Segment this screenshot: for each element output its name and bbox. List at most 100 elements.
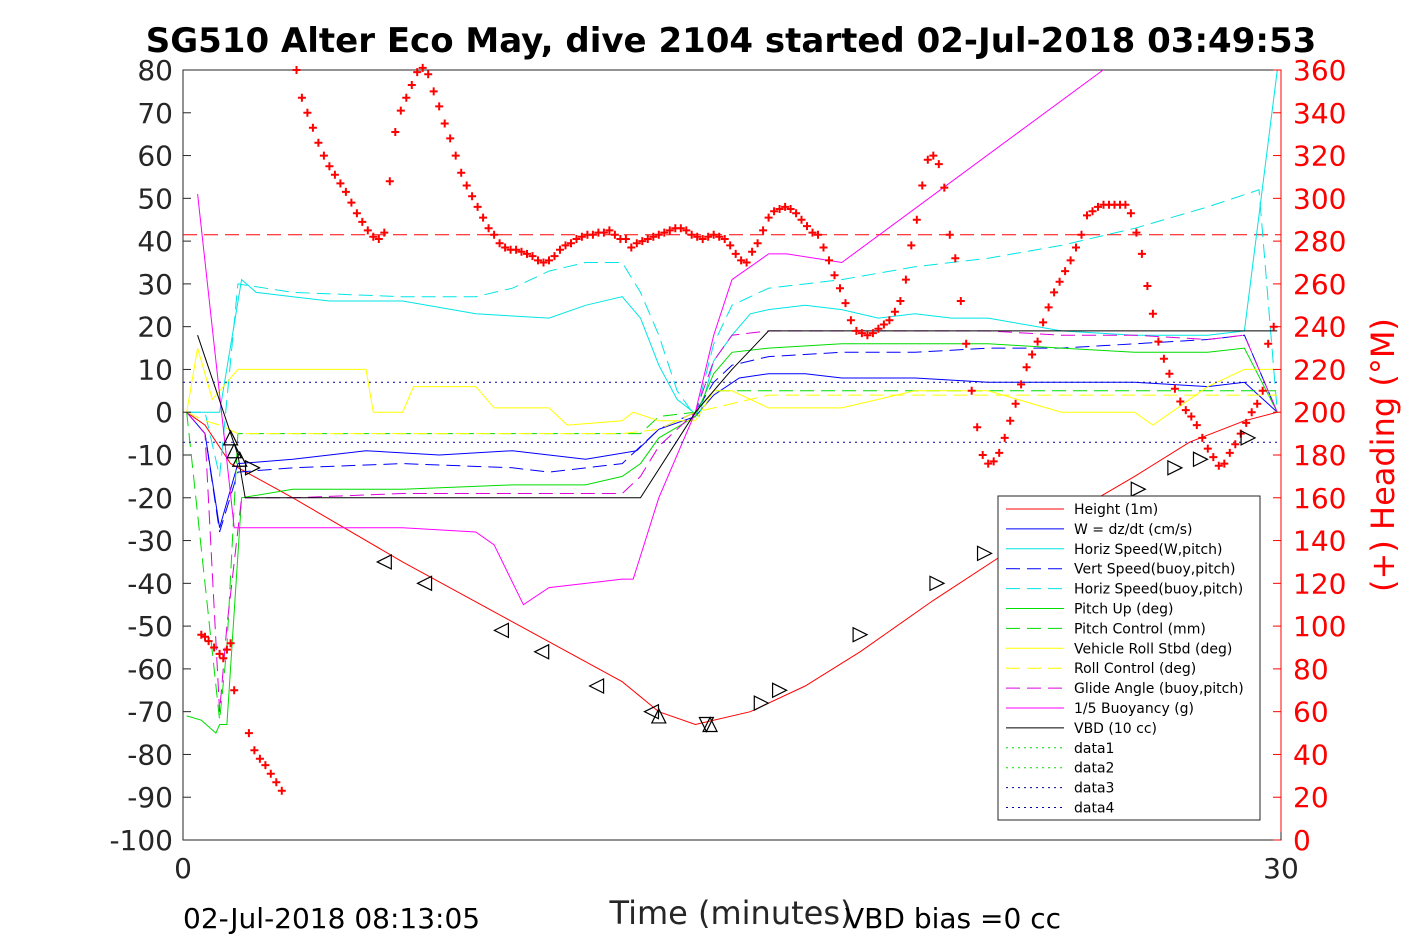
- heading-point: [1121, 200, 1130, 209]
- right-y-axis-label: (+) Heading (°M): [1364, 318, 1402, 592]
- legend: Height (1m) W = dz/dt (cm/s) Horiz Speed(W…: [997, 495, 1261, 821]
- heading-point: [490, 230, 499, 239]
- series-line-10: [197, 69, 1104, 606]
- heading-point: [649, 232, 658, 241]
- heading-point: [863, 331, 872, 340]
- heading-point: [1242, 418, 1251, 427]
- left-tick-label: 0: [155, 396, 173, 429]
- heading-point: [934, 160, 943, 169]
- left-tick-label: -20: [127, 482, 173, 515]
- heading-point: [610, 230, 619, 239]
- heading-point: [956, 297, 965, 305]
- heading-point: [435, 102, 444, 111]
- heading-point: [517, 247, 526, 256]
- left-tick-label: -10: [127, 439, 173, 472]
- x-tick-label: 0: [174, 852, 192, 885]
- right-tick-label: 360: [1293, 54, 1346, 87]
- triangle-marker: [643, 703, 660, 720]
- heading-point: [770, 207, 779, 216]
- heading-point: [885, 316, 894, 325]
- heading-point: [534, 256, 542, 265]
- heading-point: [325, 162, 334, 171]
- heading-point: [737, 256, 746, 265]
- heading-point: [874, 324, 883, 333]
- left-tick-label: -40: [127, 567, 173, 600]
- heading-point: [451, 151, 460, 160]
- heading-point: [385, 177, 394, 186]
- heading-point: [967, 386, 976, 395]
- heading-point: [830, 271, 839, 280]
- heading-point: [654, 230, 663, 239]
- heading-point: [1126, 209, 1135, 218]
- chart-title: SG510 Alter Eco May, dive 2104 started 0…: [146, 21, 1317, 61]
- heading-point: [792, 209, 801, 218]
- right-tick-label: 100: [1293, 610, 1346, 643]
- heading-point: [523, 249, 531, 258]
- legend-label: Horiz Speed(buoy,pitch): [1074, 582, 1243, 598]
- legend-label: data3: [1074, 781, 1114, 797]
- triangle-marker: [1167, 459, 1184, 476]
- heading-point: [244, 729, 253, 738]
- legend-label: 1/5 Buoyancy (g): [1074, 701, 1194, 717]
- triangle-marker: [852, 626, 869, 643]
- left-tick-label: 60: [137, 140, 173, 173]
- heading-point: [781, 202, 790, 211]
- right-tick-label: 120: [1293, 567, 1346, 600]
- heading-point: [995, 448, 1004, 457]
- heading-point: [1231, 440, 1240, 449]
- heading-point: [1072, 243, 1080, 252]
- right-tick-label: 280: [1293, 225, 1346, 258]
- heading-point: [588, 230, 597, 239]
- heading-point: [336, 179, 345, 188]
- heading-point: [715, 232, 724, 241]
- heading-point: [1225, 448, 1234, 457]
- left-tick-label: 70: [137, 97, 173, 130]
- left-tick-label: -80: [127, 738, 173, 771]
- footer-timestamp: 02-Jul-2018 08:13:05: [183, 902, 480, 935]
- triangle-marker: [1192, 451, 1209, 468]
- triangle-marker: [1130, 481, 1147, 498]
- heading-point: [753, 239, 762, 248]
- heading-point: [201, 632, 209, 641]
- heading-point: [1192, 421, 1201, 430]
- heading-point: [1187, 412, 1196, 421]
- heading-point: [429, 87, 438, 96]
- right-y-axis: 3603403203002802602402202001801601401201…: [1273, 54, 1346, 857]
- heading-point: [341, 187, 350, 196]
- heading-point: [808, 228, 817, 237]
- heading-point: [369, 232, 378, 241]
- left-tick-label: 80: [137, 54, 173, 87]
- left-tick-label: 50: [137, 182, 173, 215]
- heading-point: [836, 284, 844, 293]
- heading-point: [255, 754, 264, 763]
- heading-point: [374, 235, 383, 243]
- left-tick-label: 10: [137, 353, 173, 386]
- right-tick-label: 180: [1293, 439, 1346, 472]
- heading-point: [1022, 363, 1031, 372]
- heading-point: [605, 226, 614, 235]
- heading-point: [665, 226, 674, 235]
- heading-point: [989, 457, 998, 466]
- x-tick-label: 30: [1263, 852, 1299, 885]
- heading-point: [682, 226, 691, 235]
- heading-point: [973, 423, 982, 432]
- heading-point: [951, 254, 960, 263]
- heading-point: [561, 241, 570, 250]
- heading-point: [726, 241, 735, 250]
- heading-point: [1203, 444, 1212, 453]
- heading-point: [709, 230, 718, 239]
- heading-point: [1198, 433, 1207, 442]
- triangle-marker: [702, 716, 719, 733]
- series-group: [183, 69, 1281, 734]
- heading-point: [731, 249, 740, 258]
- heading-point: [945, 230, 954, 239]
- triangle-marker: [416, 575, 433, 592]
- heading-point: [330, 170, 339, 179]
- triangle-marker: [533, 643, 550, 660]
- heading-point: [764, 213, 773, 222]
- heading-point: [292, 66, 301, 74]
- heading-point: [380, 228, 389, 237]
- series-line-11: [197, 330, 1278, 499]
- heading-point: [577, 232, 586, 241]
- heading-point: [698, 235, 707, 243]
